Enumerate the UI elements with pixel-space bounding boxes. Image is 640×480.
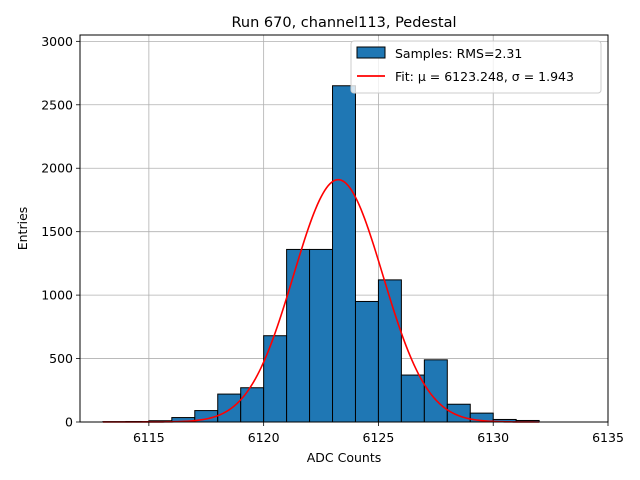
y-tick-label: 2500 — [41, 97, 73, 112]
histogram-bar — [332, 85, 356, 423]
y-tick-label: 1000 — [41, 288, 73, 303]
histogram-bar — [446, 403, 471, 423]
chart-title: Run 670, channel113, Pedestal — [231, 15, 456, 31]
x-tick-label: 6120 — [248, 430, 280, 445]
legend-samples-swatch — [356, 46, 386, 59]
legend-box — [350, 40, 602, 94]
histogram-bar — [309, 248, 334, 423]
y-tick-label: 500 — [49, 351, 73, 366]
y-axis-ticks: 0 500 1000 1500 2000 2500 3000 — [41, 34, 80, 430]
x-axis-ticks: 6115 6120 6125 6130 6135 — [133, 422, 624, 445]
x-axis-label: ADC Counts — [307, 450, 382, 465]
histogram-bar — [240, 387, 265, 423]
y-tick-label: 1500 — [41, 224, 73, 239]
legend-fit-label: Fit: μ = 6123.248, σ = 1.943 — [395, 69, 574, 84]
legend: Samples: RMS=2.31 Fit: μ = 6123.248, σ =… — [350, 40, 602, 94]
histogram-bar — [263, 335, 288, 423]
x-tick-label: 6130 — [477, 430, 509, 445]
histogram-bar — [286, 248, 311, 423]
plot-frame — [79, 34, 609, 423]
y-tick-label: 2000 — [41, 161, 73, 176]
histogram-bar — [217, 393, 242, 423]
x-tick-label: 6115 — [133, 430, 165, 445]
legend-samples-label: Samples: RMS=2.31 — [395, 46, 522, 61]
y-tick-label: 3000 — [41, 34, 73, 49]
x-tick-label: 6135 — [592, 430, 624, 445]
histogram-bar — [400, 374, 425, 423]
histogram-bar — [377, 279, 402, 423]
x-tick-label: 6125 — [363, 430, 395, 445]
y-tick-label: 0 — [65, 415, 73, 430]
histogram-bars — [102, 85, 540, 423]
histogram-bar — [354, 300, 379, 423]
y-axis-label: Entries — [15, 207, 30, 251]
